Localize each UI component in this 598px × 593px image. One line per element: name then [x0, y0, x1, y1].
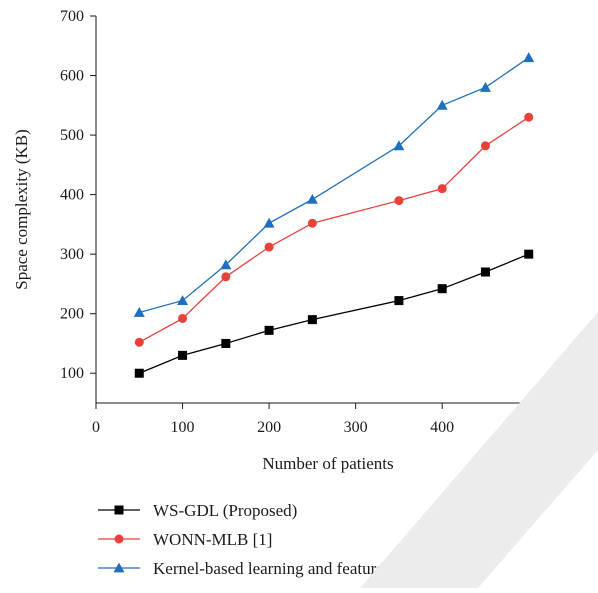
- data-point: [263, 217, 275, 228]
- series-1: [134, 249, 534, 378]
- data-point: [436, 99, 448, 110]
- x-tick-label: 200: [257, 419, 281, 436]
- x-tick-label: 0: [92, 419, 100, 436]
- legend-marker: [113, 562, 125, 573]
- legend-marker: [114, 534, 124, 544]
- data-point: [394, 196, 404, 206]
- series-line: [138, 116, 530, 343]
- data-point: [394, 296, 404, 306]
- data-point: [264, 242, 274, 252]
- series-line: [139, 253, 529, 374]
- data-point: [307, 315, 317, 325]
- legend: WS-GDL (Proposed) WONN-MLB [1] Kernel-base…: [98, 501, 473, 578]
- data-point: [178, 350, 188, 360]
- x-tick-label: 100: [171, 419, 195, 436]
- data-point: [178, 313, 188, 323]
- legend-item: WS-GDL (Proposed): [98, 501, 297, 520]
- data-point: [480, 267, 490, 277]
- data-point: [133, 307, 145, 317]
- series-3: [133, 52, 535, 317]
- x-tick-label: 400: [430, 419, 454, 436]
- legend-label: Kernel-based learning and feature select…: [153, 559, 473, 578]
- y-tick-label: 200: [60, 306, 84, 323]
- series-2: [134, 112, 534, 347]
- data-point: [393, 140, 405, 151]
- legend-marker: [114, 505, 124, 515]
- data-point: [524, 249, 534, 259]
- axes: [95, 16, 572, 404]
- legend-label: WONN-MLB [1]: [153, 530, 272, 549]
- data-point: [524, 112, 534, 122]
- data-point: [134, 337, 144, 347]
- series-line: [139, 57, 530, 314]
- data-point: [437, 284, 447, 294]
- y-tick-label: 600: [60, 68, 84, 85]
- legend-label: WS-GDL (Proposed): [153, 501, 297, 520]
- data-point: [220, 259, 232, 270]
- y-tick-label: 500: [60, 127, 84, 144]
- legend-item: WONN-MLB [1]: [98, 530, 272, 549]
- legend-item: Kernel-based learning and feature select…: [98, 559, 473, 578]
- data-point: [177, 295, 189, 305]
- y-axis-title: Space complexity (KB): [12, 129, 31, 290]
- data-point: [479, 81, 491, 92]
- x-tick-label: 300: [344, 419, 368, 436]
- data-point: [437, 184, 447, 194]
- data-point: [134, 368, 144, 378]
- data-point: [306, 193, 318, 204]
- y-tick-label: 700: [60, 8, 84, 25]
- y-tick-label: 400: [60, 187, 84, 204]
- data-point: [264, 325, 274, 335]
- data-point: [523, 52, 535, 63]
- series-layer: [133, 52, 535, 378]
- y-tick-label: 300: [60, 246, 84, 263]
- y-ticks: 100 200 300 400 500 600 700: [60, 8, 96, 382]
- x-tick-label: 500: [517, 419, 541, 436]
- x-ticks: 0 100 200 300 400 500: [92, 403, 541, 436]
- data-point: [221, 272, 231, 282]
- data-point: [307, 218, 317, 228]
- x-axis-title: Number of patients: [262, 454, 393, 473]
- y-tick-label: 100: [60, 365, 84, 382]
- data-point: [221, 338, 231, 348]
- data-point: [480, 141, 490, 151]
